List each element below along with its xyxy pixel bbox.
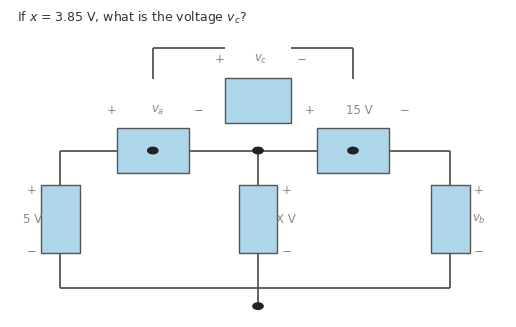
Text: +: + — [215, 53, 224, 66]
Text: −: − — [194, 104, 204, 116]
Circle shape — [253, 147, 263, 154]
Circle shape — [148, 147, 158, 154]
Bar — [431, 185, 470, 253]
Text: $v_c$: $v_c$ — [254, 53, 267, 66]
Circle shape — [253, 303, 263, 309]
Bar — [317, 128, 389, 173]
Bar — [239, 185, 277, 253]
Circle shape — [348, 147, 358, 154]
Text: +: + — [281, 183, 291, 197]
Text: 15 V: 15 V — [346, 104, 373, 116]
Text: If $x$ = 3.85 V, what is the voltage $v_c$?: If $x$ = 3.85 V, what is the voltage $v_… — [17, 9, 247, 26]
Text: $v_a$: $v_a$ — [151, 103, 165, 116]
Text: +: + — [107, 104, 117, 116]
Text: +: + — [27, 183, 37, 197]
Text: X V: X V — [277, 213, 296, 226]
Bar — [117, 128, 189, 173]
Text: −: − — [297, 53, 307, 66]
Bar — [224, 77, 292, 123]
Text: −: − — [281, 245, 291, 258]
Text: 5 V: 5 V — [23, 213, 42, 226]
Text: −: − — [474, 245, 483, 258]
Text: +: + — [304, 104, 314, 116]
Bar — [41, 185, 79, 253]
Text: $v_b$: $v_b$ — [472, 213, 486, 226]
Text: −: − — [27, 245, 37, 258]
Text: +: + — [474, 183, 483, 197]
Text: −: − — [399, 104, 409, 116]
